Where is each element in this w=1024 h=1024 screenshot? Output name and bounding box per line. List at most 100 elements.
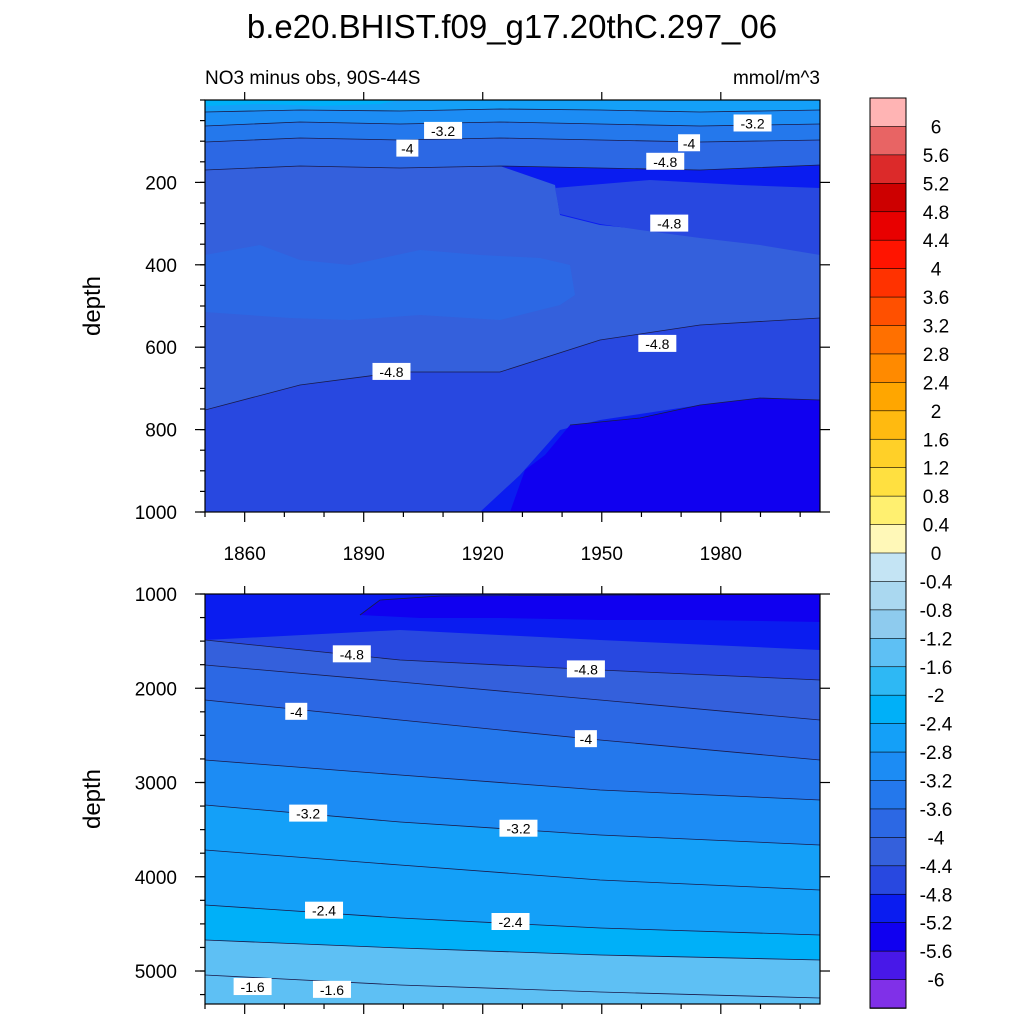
colorbar-swatch [869,211,907,241]
x-tick-label: 1890 [343,544,385,565]
svg-text:-1.6: -1.6 [241,979,265,995]
upper-contour-label: -4 [678,134,701,152]
colorbar-swatch [869,495,907,526]
colorbar-swatch [869,723,907,753]
svg-text:-4.8: -4.8 [657,216,681,232]
upper-y-axis-label: depth [79,276,106,336]
colorbar-label: 5.2 [923,174,949,195]
colorbar-swatch [869,268,907,298]
colorbar-swatch [869,780,907,810]
colorbar-swatch [869,865,907,896]
svg-text:-3.2: -3.2 [431,123,455,139]
colorbar-label: 4 [931,260,942,281]
lower-y-tick-label: 3000 [135,774,177,795]
svg-text:-2.4: -2.4 [312,903,336,919]
upper-y-tick-label: 600 [145,338,177,359]
colorbar-swatch [869,950,907,981]
lower-contour-label: -4.8 [566,660,605,678]
colorbar-label: 3.2 [923,317,949,338]
colorbar-swatch [869,979,907,1009]
upper-y-tick-label: 800 [145,421,177,442]
svg-text:-4: -4 [580,731,593,747]
colorbar-label: 1.6 [923,430,949,451]
axis-ticks: 1860 1890 1920 1950 1980 200 400 600 800 1000 1000… [135,92,830,1014]
colorbar-label: 4.4 [923,231,950,252]
colorbar-swatch [869,837,907,867]
colorbar-label: 2.4 [923,373,950,394]
colorbar-swatch [869,239,907,270]
colorbar-label: -2.8 [920,743,953,764]
lower-contour-label: -2.4 [491,913,530,930]
x-tick-label: 1920 [462,544,504,565]
colorbar-label: 0 [931,544,942,565]
colorbar-label: -6 [928,971,945,992]
upper-y-tick-label: 200 [145,173,177,194]
lower-panel-frame [204,593,821,1005]
colorbar-swatch [869,751,907,782]
chart-title: b.e20.BHIST.f09_g17.20thC.297_06 [247,8,777,45]
lower-contour-label: -4.8 [332,645,371,663]
svg-text:-4.8: -4.8 [340,646,364,662]
colorbar-label: 3.6 [923,288,949,309]
colorbar-swatch [869,893,907,924]
svg-text:-3.2: -3.2 [740,115,764,131]
colorbar-label: 1.2 [923,459,949,480]
colorbar-swatch [869,410,907,441]
lower-y-tick-label: 4000 [135,868,177,889]
colorbar-label: -2.4 [920,715,953,736]
colorbar-frame [869,97,907,1009]
colorbar-swatch [869,325,907,355]
colorbar-label: 0.8 [923,487,949,508]
lower-y-tick-label: 2000 [135,679,177,700]
colorbar-swatch [869,638,907,668]
svg-text:-3.2: -3.2 [296,806,320,822]
colorbar-swatch [869,581,907,611]
x-tick-label: 1860 [224,544,266,565]
lower-panel-contour-fill [205,594,820,1004]
upper-contour-label: -3.2 [733,114,772,132]
colorbar-swatch [869,97,907,128]
svg-text:-4: -4 [290,704,303,720]
svg-text:-4.8: -4.8 [379,364,403,380]
colorbar-swatch [869,353,907,384]
colorbar-swatch [869,467,907,497]
colorbar-label: 4.8 [923,203,949,224]
x-tick-label: 1950 [581,544,623,565]
lower-y-tick-label: 5000 [135,962,177,983]
colorbar-label: -3.6 [920,800,953,821]
colorbar-label: -2 [928,686,945,707]
colorbar-swatch [869,382,907,412]
colorbar-label: -0.8 [920,601,953,622]
colorbar-label: 6 [931,117,942,138]
colorbar-swatch [869,808,907,839]
upper-y-tick-label: 1000 [135,503,177,524]
colorbar-label: -5.6 [920,942,953,963]
colorbar-swatch [869,154,907,185]
colorbar-label: -4.8 [920,885,953,906]
lower-contour-label: -3.2 [289,804,328,822]
lower-y-tick-label: 1000 [135,585,177,606]
colorbar-swatch [869,183,907,213]
colorbar-label: -5.2 [920,914,953,935]
colorbar-swatch [869,552,907,583]
colorbar-label: -4.4 [920,857,953,878]
colorbar-swatch [869,524,907,554]
chart-subtitle-left: NO3 minus obs, 90S-44S [205,68,420,89]
svg-text:-4.8: -4.8 [653,154,677,170]
lower-contour-label: -1.6 [233,978,272,996]
chart-units: mmol/m^3 [733,68,820,89]
colorbar-label: -1.2 [920,629,953,650]
colorbar-label: 0.4 [923,516,950,537]
lower-y-axis-label: depth [79,769,106,829]
colorbar-swatch [869,438,907,469]
upper-contour-label: -4.8 [638,334,677,352]
upper-panel-contour-lines [205,108,820,426]
lower-contour-label: -3.2 [499,819,538,837]
colorbar-label: -4 [928,828,945,849]
upper-contour-label: -4.8 [372,362,411,380]
colorbar-swatch [869,296,907,327]
svg-text:-4.8: -4.8 [645,336,669,352]
lower-contour-label: -1.6 [312,980,351,998]
colorbar: 6 5.6 5.2 4.8 4.4 4 3.6 3.2 2.8 2.4 2 1.6 1.2 0.8 0.4 0… [869,97,953,1009]
